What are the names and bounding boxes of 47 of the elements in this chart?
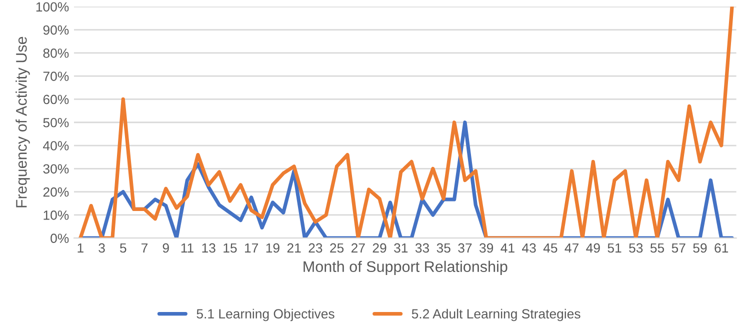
x-tick-label: 39	[480, 243, 494, 253]
x-tick-label: 61	[714, 243, 728, 253]
x-tick-label: 45	[543, 243, 558, 253]
y-tick-label: 60%	[43, 94, 69, 104]
x-tick-label: 27	[351, 243, 365, 253]
y-tick-label: 80%	[43, 48, 69, 58]
x-tick-label: 19	[266, 243, 280, 253]
y-tick-label: 0%	[50, 234, 69, 244]
x-tick-label: 33	[415, 243, 429, 253]
x-tick-label: 55	[650, 243, 664, 253]
y-tick-label: 70%	[43, 72, 69, 81]
x-tick-label: 53	[629, 243, 643, 253]
y-tick-label: 90%	[43, 25, 69, 35]
y-tick-label: 50%	[43, 118, 69, 128]
x-tick-label: 23	[308, 243, 322, 253]
x-axis-title: Month of Support Relationship	[304, 260, 508, 276]
x-tick-label: 15	[224, 243, 237, 253]
x-tick-label: 11	[181, 243, 194, 253]
x-tick-label: 1	[78, 243, 84, 253]
x-tick-label: 51	[608, 243, 622, 253]
x-tick-label: 21	[287, 243, 301, 253]
y-axis-title: Frequency of Activity Use	[16, 36, 30, 208]
y-tick-label: 20%	[43, 187, 69, 197]
x-tick-label: 43	[522, 243, 536, 253]
y-tick-label: 100%	[36, 2, 69, 12]
x-tick-label: 17	[244, 243, 258, 253]
x-tick-label: 47	[564, 243, 578, 253]
legend-label: 5.2 Adult Learning Strategies	[412, 308, 580, 322]
x-tick-label: 9	[162, 243, 169, 253]
x-tick-label: 31	[394, 243, 408, 253]
x-tick-label: 7	[142, 243, 148, 253]
x-tick-label: 35	[436, 243, 450, 253]
x-tick-label: 3	[98, 243, 105, 253]
y-tick-label: 10%	[44, 210, 69, 220]
x-tick-label: 13	[202, 243, 216, 253]
x-tick-label: 5	[120, 243, 126, 253]
y-tick-label: 40%	[43, 141, 69, 150]
line-series	[78, 6, 734, 238]
x-tick-label: 59	[693, 243, 707, 253]
x-tick-label: 41	[500, 243, 514, 253]
x-tick-label: 25	[330, 243, 344, 253]
x-tick-label: 49	[586, 243, 600, 253]
x-tick-label: 37	[458, 243, 472, 253]
x-tick-label: 57	[672, 243, 686, 253]
x-tick-label: 29	[372, 243, 386, 253]
legend-label: 5.1 Learning Objectives	[196, 308, 334, 322]
y-tick-label: 30%	[43, 164, 69, 174]
